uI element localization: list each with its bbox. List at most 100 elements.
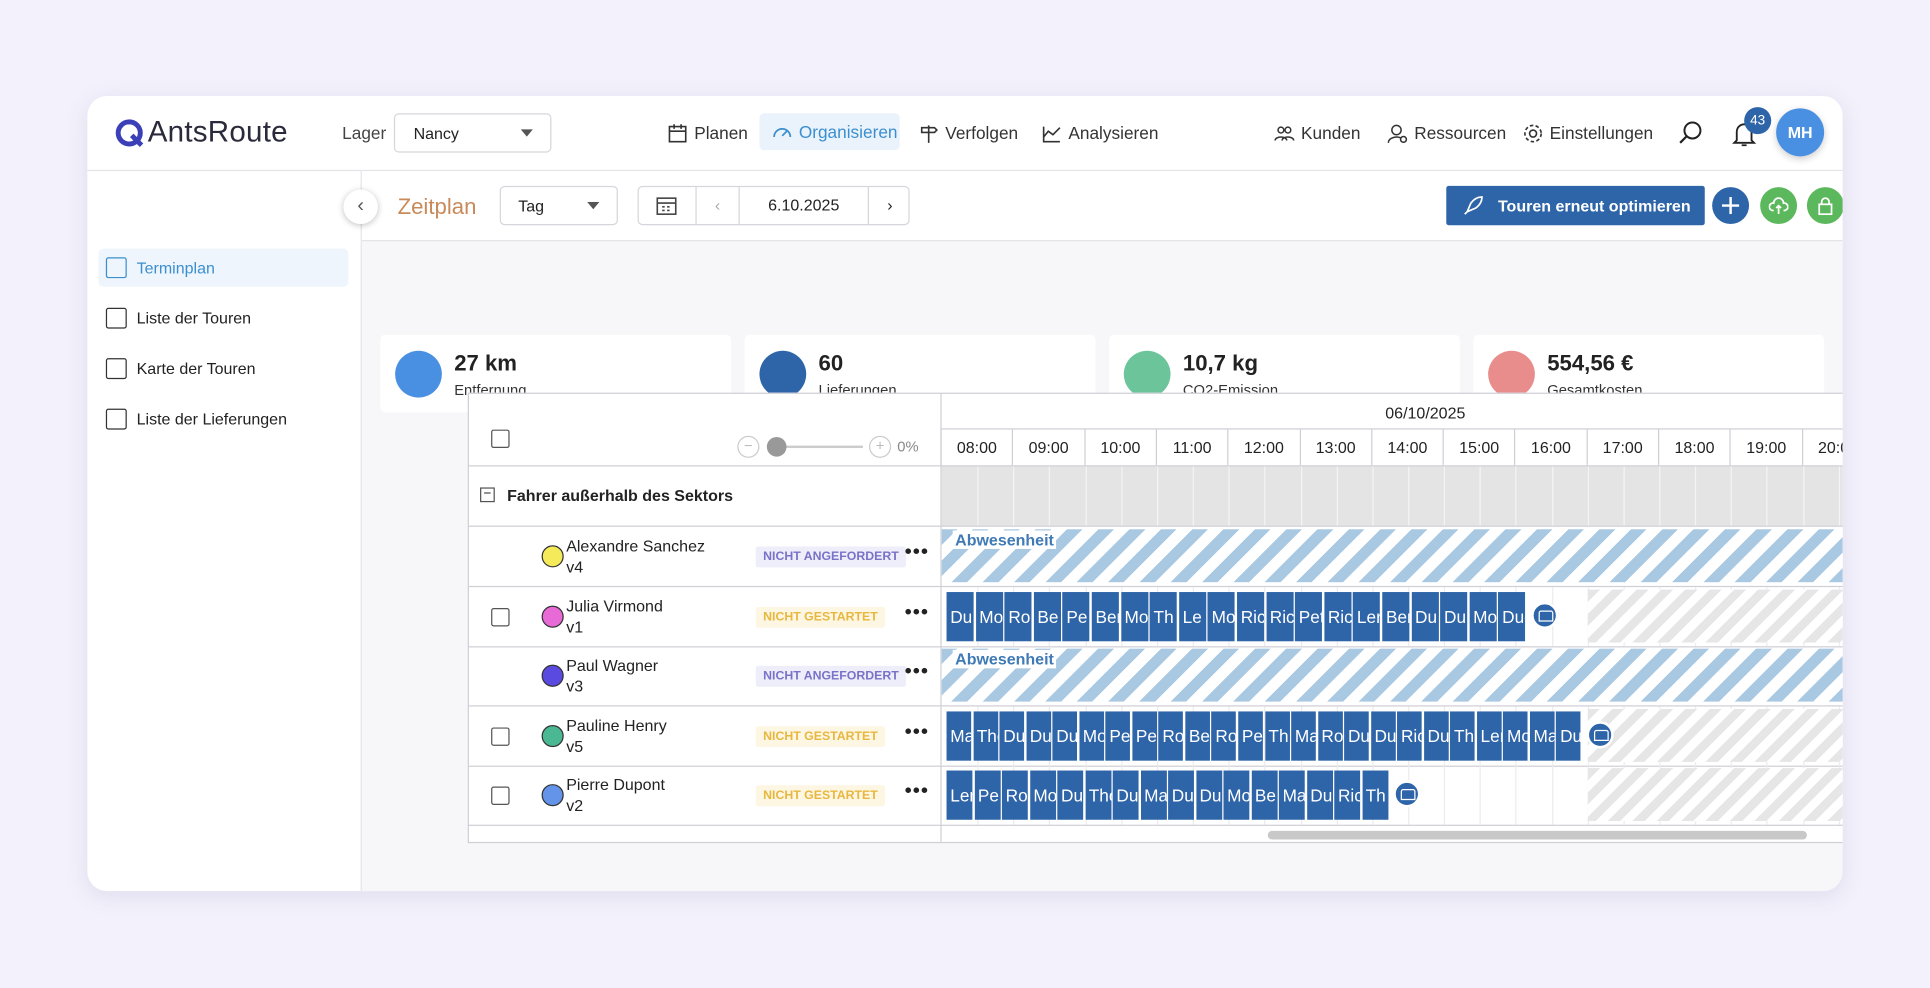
delivery-block[interactable]: Ma	[1291, 711, 1316, 760]
delivery-block[interactable]: Du	[1344, 711, 1369, 760]
search-button[interactable]	[1679, 121, 1704, 146]
view-select[interactable]: Tag	[500, 186, 618, 225]
zoom-in-button[interactable]: +	[869, 436, 891, 458]
row-menu[interactable]: •••	[905, 601, 929, 623]
delivery-block[interactable]: Rol	[1002, 771, 1028, 820]
delivery-block[interactable]: Th	[1450, 711, 1475, 760]
sidebar-item[interactable]: Terminplan	[98, 249, 348, 287]
delivery-block[interactable]: Ma	[947, 711, 972, 760]
delivery-block[interactable]: Du	[1057, 771, 1083, 820]
delivery-block[interactable]: Du	[1307, 771, 1333, 820]
delivery-block[interactable]: Du	[1556, 711, 1581, 760]
group-toggle[interactable]: −	[480, 487, 495, 502]
add-button[interactable]	[1712, 187, 1749, 224]
delivery-block[interactable]: Ma	[1530, 711, 1555, 760]
delivery-block[interactable]: Th	[1362, 771, 1388, 820]
delivery-block[interactable]: Ro	[1005, 592, 1032, 641]
delivery-block[interactable]: Pet	[1238, 711, 1263, 760]
delivery-block[interactable]: Ric	[1334, 771, 1360, 820]
row-checkbox[interactable]	[491, 787, 509, 805]
delivery-block[interactable]: Du	[1424, 711, 1449, 760]
delivery-block[interactable]: Ber	[1185, 711, 1210, 760]
delivery-block[interactable]: Du	[1000, 711, 1025, 760]
sidebar-item[interactable]: Liste der Lieferungen	[98, 400, 348, 438]
delivery-block[interactable]: Be	[1034, 592, 1061, 641]
delivery-block[interactable]: Du	[1026, 711, 1051, 760]
delivery-block[interactable]: Mo	[1503, 711, 1528, 760]
nav-item[interactable]: Einstellungen	[1523, 114, 1654, 151]
nav-item[interactable]: Ressourcen	[1387, 114, 1506, 151]
next-day-button[interactable]: ›	[868, 187, 911, 224]
lock-button[interactable]	[1807, 187, 1843, 224]
nav-item[interactable]: Planen	[667, 114, 748, 151]
delivery-block[interactable]: Ric	[1266, 592, 1293, 641]
delivery-block[interactable]: Du	[1113, 771, 1139, 820]
delivery-block[interactable]: Mo	[1079, 711, 1104, 760]
row-menu[interactable]: •••	[905, 661, 929, 683]
delivery-block[interactable]: Ro	[1159, 711, 1184, 760]
delivery-block[interactable]: Mo	[1030, 771, 1056, 820]
sidebar-item[interactable]: Liste der Touren	[98, 299, 348, 337]
delivery-block[interactable]: Ric	[1324, 592, 1351, 641]
delivery-block[interactable]: Ric	[1397, 711, 1422, 760]
delivery-block[interactable]: Mo	[1121, 592, 1148, 641]
delivery-block[interactable]: Ler	[1477, 711, 1502, 760]
delivery-block[interactable]: Rol	[1318, 711, 1343, 760]
delivery-block[interactable]: Le	[1179, 592, 1206, 641]
delivery-block[interactable]: Mo	[1208, 592, 1235, 641]
delivery-block[interactable]: Pe	[1063, 592, 1090, 641]
delivery-block[interactable]: Du	[1411, 592, 1438, 641]
row-checkbox[interactable]	[491, 608, 509, 626]
delivery-block[interactable]: Th	[1150, 592, 1177, 641]
depot-marker[interactable]	[1531, 601, 1558, 628]
delivery-block[interactable]: Du	[1440, 592, 1467, 641]
delivery-block[interactable]: Pet	[1295, 592, 1322, 641]
delivery-block[interactable]: Ber	[1382, 592, 1409, 641]
warehouse-select[interactable]: Nancy	[394, 113, 552, 152]
delivery-block[interactable]: Pe	[974, 771, 1000, 820]
nav-item[interactable]: Analysieren	[1041, 114, 1158, 151]
depot-marker[interactable]	[1393, 781, 1420, 808]
delivery-block[interactable]: Ric	[1237, 592, 1264, 641]
delivery-block[interactable]: Tho	[1085, 771, 1111, 820]
delivery-block[interactable]: Du-	[1498, 592, 1525, 641]
horizontal-scrollbar[interactable]	[1268, 831, 1807, 840]
delivery-block[interactable]: Du	[1371, 711, 1396, 760]
depot-marker[interactable]	[1587, 721, 1614, 748]
delivery-block[interactable]: Ler	[1353, 592, 1380, 641]
delivery-block[interactable]: Ler	[947, 771, 973, 820]
delivery-block[interactable]: Ma	[1140, 771, 1166, 820]
delivery-block[interactable]: Pe	[1132, 711, 1157, 760]
collapse-sidebar-button[interactable]: ‹	[343, 190, 377, 224]
delivery-block[interactable]: Ma	[1279, 771, 1305, 820]
delivery-block[interactable]: Du	[1168, 771, 1194, 820]
delivery-block[interactable]: Du	[1196, 771, 1222, 820]
row-menu[interactable]: •••	[905, 542, 929, 564]
nav-item[interactable]: Kunden	[1274, 114, 1361, 151]
delivery-block[interactable]: Pe	[1106, 711, 1131, 760]
avatar[interactable]: MH	[1776, 108, 1824, 156]
prev-day-button[interactable]: ‹	[697, 187, 740, 224]
delivery-block[interactable]: Du	[1053, 711, 1078, 760]
zoom-out-button[interactable]: −	[737, 436, 759, 458]
sidebar-item[interactable]: Karte der Touren	[98, 350, 348, 388]
zoom-handle[interactable]	[767, 437, 787, 457]
select-all-checkbox[interactable]	[491, 430, 509, 448]
delivery-block[interactable]: Du	[947, 592, 974, 641]
calendar-button[interactable]	[639, 187, 697, 224]
delivery-block[interactable]: Mo	[976, 592, 1003, 641]
delivery-block[interactable]: Mo	[1223, 771, 1249, 820]
delivery-block[interactable]: Mo	[1469, 592, 1496, 641]
optimize-button[interactable]: Touren erneut optimieren	[1446, 186, 1704, 225]
delivery-block[interactable]: Rol	[1212, 711, 1237, 760]
row-menu[interactable]: •••	[905, 781, 929, 803]
nav-item-active[interactable]: Organisieren	[759, 113, 899, 150]
delivery-block[interactable]: Th	[1265, 711, 1290, 760]
delivery-block[interactable]: Ber	[1092, 592, 1119, 641]
nav-item[interactable]: Verfolgen	[918, 114, 1018, 151]
row-menu[interactable]: •••	[905, 721, 929, 743]
upload-button[interactable]	[1760, 187, 1797, 224]
delivery-block[interactable]: Tho	[973, 711, 998, 760]
row-checkbox[interactable]	[491, 727, 509, 745]
delivery-block[interactable]: Be	[1251, 771, 1277, 820]
